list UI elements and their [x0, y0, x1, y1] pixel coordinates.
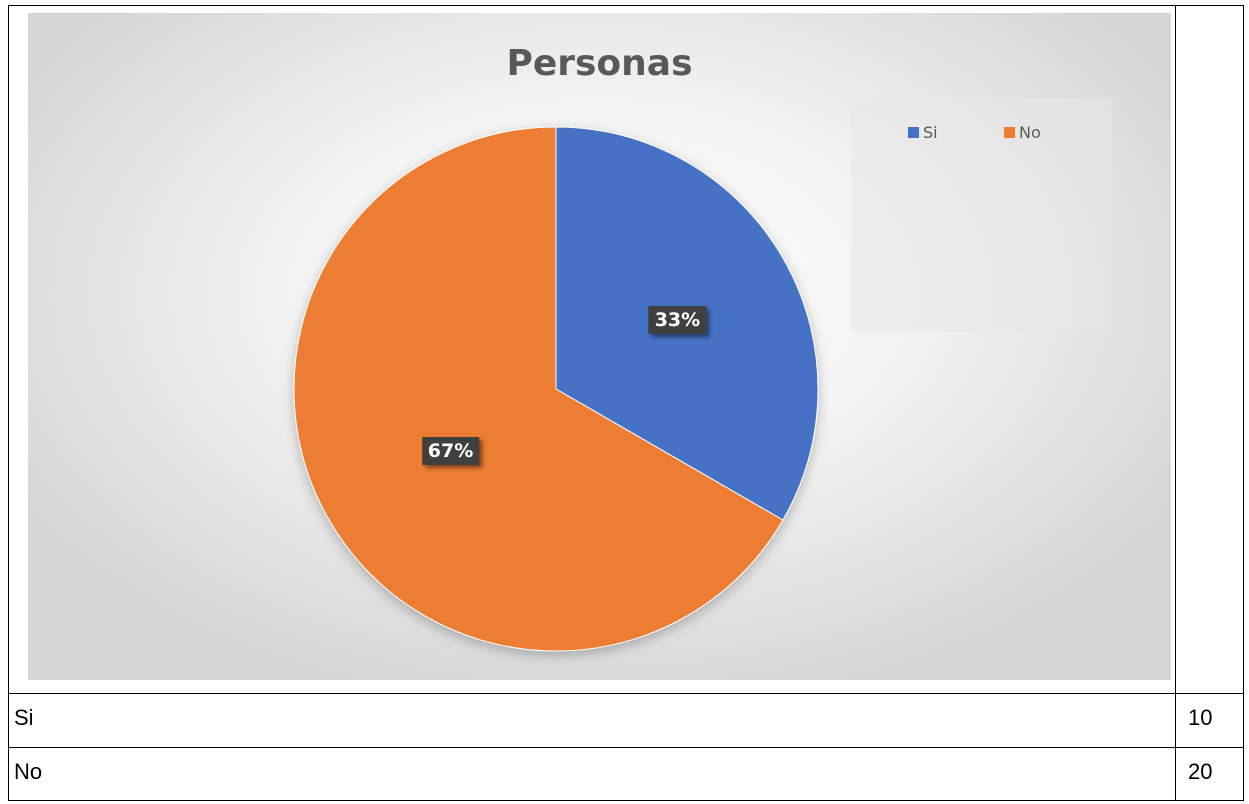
legend-swatch-no: [1004, 127, 1015, 138]
data-table: Personas Si No 33% 67% Si 10 No 20: [8, 5, 1244, 801]
chart-title: Personas: [506, 43, 693, 84]
legend-item-no: No: [1004, 123, 1041, 142]
legend-label-no: No: [1019, 123, 1041, 142]
data-label-no: 67%: [421, 436, 480, 465]
table-border-row2: [8, 747, 1244, 748]
row-si-label: Si: [14, 705, 34, 730]
table-border-mid: [1175, 5, 1176, 801]
table-border-left: [8, 5, 9, 801]
pie-chart: Personas Si No 33% 67%: [28, 13, 1171, 680]
data-label-si: 33%: [648, 305, 707, 334]
pie-slices: [293, 126, 819, 652]
table-border-bottom: [8, 800, 1244, 801]
legend: [851, 98, 1113, 332]
pie-plot: [293, 126, 819, 652]
table-border-row1: [8, 693, 1244, 694]
legend-item-si: Si: [908, 123, 938, 142]
row-si-value: 10: [1188, 705, 1213, 730]
table-border-top: [8, 5, 1244, 6]
table-border-right: [1243, 5, 1244, 801]
row-no-value: 20: [1188, 759, 1213, 784]
pie-slice-no: [293, 126, 784, 652]
legend-label-si: Si: [923, 123, 938, 142]
row-no-label: No: [14, 759, 43, 784]
legend-swatch-si: [908, 127, 919, 138]
